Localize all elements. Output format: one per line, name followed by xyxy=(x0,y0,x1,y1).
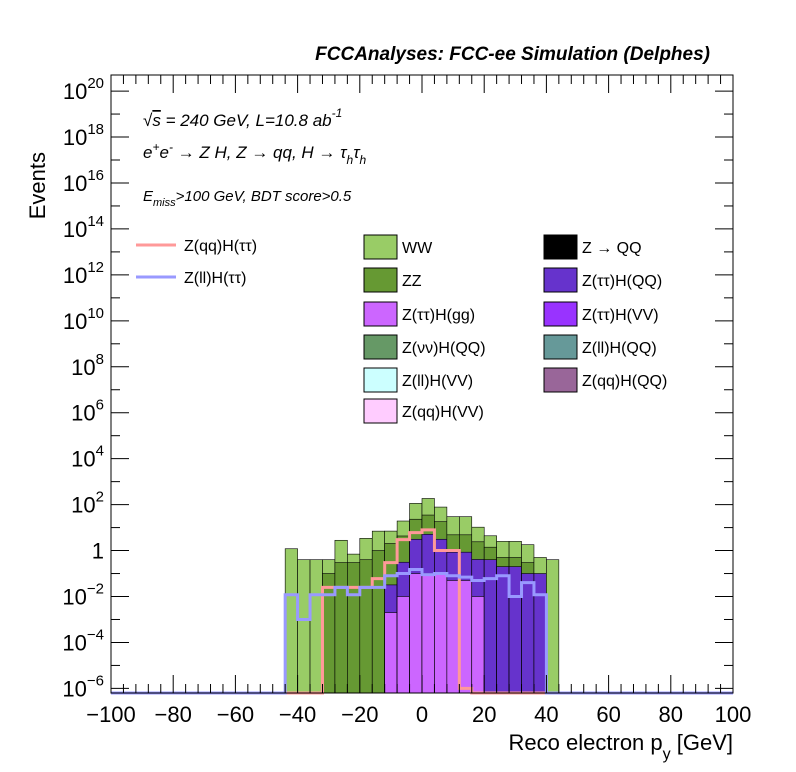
svg-text:108: 108 xyxy=(71,351,104,380)
x-tick-label: −60 xyxy=(217,702,254,727)
svg-text:Z(ττ)H(VV): Z(ττ)H(VV) xyxy=(582,307,659,324)
svg-text:Z(ll)H(ττ): Z(ll)H(ττ) xyxy=(184,270,246,287)
bar-ww-2 xyxy=(309,559,323,694)
x-tick-label: 40 xyxy=(534,702,558,727)
svg-text:Z(ττ)H(gg): Z(ττ)H(gg) xyxy=(402,307,475,324)
legend-entry-z-qq-h-qq: Z(qq)H(QQ) xyxy=(543,367,667,393)
bar-z-h-gg-13 xyxy=(446,580,460,694)
y-axis: 1020 1018 1016 1014 1012 1010 108 106 104 102 1 10−… xyxy=(62,75,733,701)
y-tick-label: 1016 xyxy=(63,167,104,196)
bar-z-h-gg-11 xyxy=(421,573,435,694)
bar-zz-5 xyxy=(347,562,361,694)
x-tick-label: 20 xyxy=(472,702,496,727)
legend-entry-z-ll-h-qq: Z(ll)H(QQ) xyxy=(543,334,657,360)
svg-text:1018: 1018 xyxy=(63,121,104,150)
svg-text:Z(ll)H(QQ): Z(ll)H(QQ) xyxy=(582,340,657,357)
bar-z-h-qq-20 xyxy=(533,573,547,694)
y-tick-label: 102 xyxy=(71,489,104,518)
bar-zz-4 xyxy=(334,562,348,694)
y-tick-label: 1 xyxy=(92,539,104,564)
svg-text:1012: 1012 xyxy=(63,259,104,288)
legend: Z(qq)H(ττ) Z(ll)H(ττ) WW ZZ Z(ττ)H(gg) Z(νν)H… xyxy=(136,234,667,424)
legend-entry-z-qq-h: Z(qq)H(ττ) xyxy=(136,238,257,255)
x-tick-label: 0 xyxy=(416,702,428,727)
legend-entry-z-qq: Z → QQ xyxy=(543,234,642,260)
svg-text:102: 102 xyxy=(71,489,104,518)
y-tick-label: 1012 xyxy=(63,259,104,288)
legend-entry-z-qq-h-vv: Z(qq)H(VV) xyxy=(363,398,484,424)
bar-z-h-gg-9 xyxy=(396,596,410,694)
bar-ww-21 xyxy=(546,559,560,694)
bar-ww-0 xyxy=(284,548,298,694)
x-tick-label: −40 xyxy=(279,702,316,727)
legend-entry-z-h-gg: Z(ττ)H(gg) xyxy=(363,301,475,327)
bar-z-h-gg-15 xyxy=(471,596,485,694)
svg-text:10−2: 10−2 xyxy=(62,581,104,610)
y-axis-label: Events xyxy=(25,152,50,219)
plot-header: FCCAnalyses: FCC-ee Simulation (Delphes) xyxy=(315,44,710,65)
y-tick-label: 10−6 xyxy=(62,672,104,701)
x-tick-label: 80 xyxy=(659,702,683,727)
svg-text:106: 106 xyxy=(71,397,104,426)
x-tick-label: 60 xyxy=(596,702,620,727)
svg-text:Z(νν)H(QQ): Z(νν)H(QQ) xyxy=(402,340,486,357)
x-tick-label: −80 xyxy=(155,702,192,727)
x-tick-label: −100 xyxy=(86,702,136,727)
x-tick-label: −20 xyxy=(341,702,378,727)
bar-zz-7 xyxy=(371,550,385,694)
y-tick-label: 106 xyxy=(71,397,104,426)
svg-text:Z(ττ)H(QQ): Z(ττ)H(QQ) xyxy=(582,273,662,290)
svg-text:1010: 1010 xyxy=(63,305,104,334)
y-tick-label: 1014 xyxy=(63,213,104,242)
svg-text:WW: WW xyxy=(402,240,433,257)
svg-text:1016: 1016 xyxy=(63,167,104,196)
legend-entry-z-h-qq: Z(νν)H(QQ) xyxy=(363,334,486,360)
bar-ww-1 xyxy=(297,559,311,694)
svg-text:Z(qq)H(ττ): Z(qq)H(ττ) xyxy=(184,238,257,255)
bar-z-h-gg-12 xyxy=(434,573,448,694)
legend-entry-z-ll-h: Z(ll)H(ττ) xyxy=(136,270,246,287)
legend-entry-ww: WW xyxy=(363,234,433,260)
y-tick-label: 1020 xyxy=(63,75,104,104)
legend-entry-z-ll-h-vv: Z(ll)H(VV) xyxy=(363,367,473,393)
y-tick-label: 108 xyxy=(71,351,104,380)
y-tick-label: 1018 xyxy=(63,121,104,150)
svg-text:1014: 1014 xyxy=(63,213,104,242)
svg-text:1: 1 xyxy=(92,539,104,564)
legend-entry-z-h-qq: Z(ττ)H(QQ) xyxy=(543,267,662,293)
svg-text:Emiss>100 GeV, BDT score>0.5: Emiss>100 GeV, BDT score>0.5 xyxy=(143,188,352,209)
svg-text:1020: 1020 xyxy=(63,75,104,104)
svg-text:104: 104 xyxy=(71,443,104,472)
bar-z-h-qq-17 xyxy=(496,566,510,694)
bar-z-h-gg-8 xyxy=(384,612,398,694)
bar-z-h-gg-10 xyxy=(409,573,423,694)
svg-text:Z → QQ: Z → QQ xyxy=(582,240,642,257)
x-tick-label: 100 xyxy=(715,702,752,727)
line-z-ll-h xyxy=(111,567,733,695)
annotation-cuts: Emiss>100 GeV, BDT score>0.5 xyxy=(143,188,352,209)
svg-text:ZZ: ZZ xyxy=(402,273,422,290)
y-tick-label: 10−2 xyxy=(62,581,104,610)
bar-z-h-qq-19 xyxy=(521,573,535,694)
bar-z-h-gg-14 xyxy=(459,580,473,694)
bar-zz-6 xyxy=(359,559,373,694)
svg-text:Z(ll)H(VV): Z(ll)H(VV) xyxy=(402,373,473,390)
svg-text:Z(qq)H(VV): Z(qq)H(VV) xyxy=(402,404,484,421)
y-tick-label: 104 xyxy=(71,443,104,472)
bar-z-h-qq-18 xyxy=(508,566,522,694)
svg-text:Z(qq)H(QQ): Z(qq)H(QQ) xyxy=(582,373,667,390)
svg-text:10−4: 10−4 xyxy=(62,626,104,655)
y-tick-label: 10−4 xyxy=(62,626,104,655)
bar-zz-3 xyxy=(322,573,336,694)
y-tick-label: 1010 xyxy=(63,305,104,334)
legend-entry-z-h-vv: Z(ττ)H(VV) xyxy=(543,301,659,327)
x-axis: −100 −80 −60 −40 −20 0 20 40 60 80 100 xyxy=(86,75,751,727)
legend-entry-zz: ZZ xyxy=(363,267,422,293)
svg-text:10−6: 10−6 xyxy=(62,672,104,701)
